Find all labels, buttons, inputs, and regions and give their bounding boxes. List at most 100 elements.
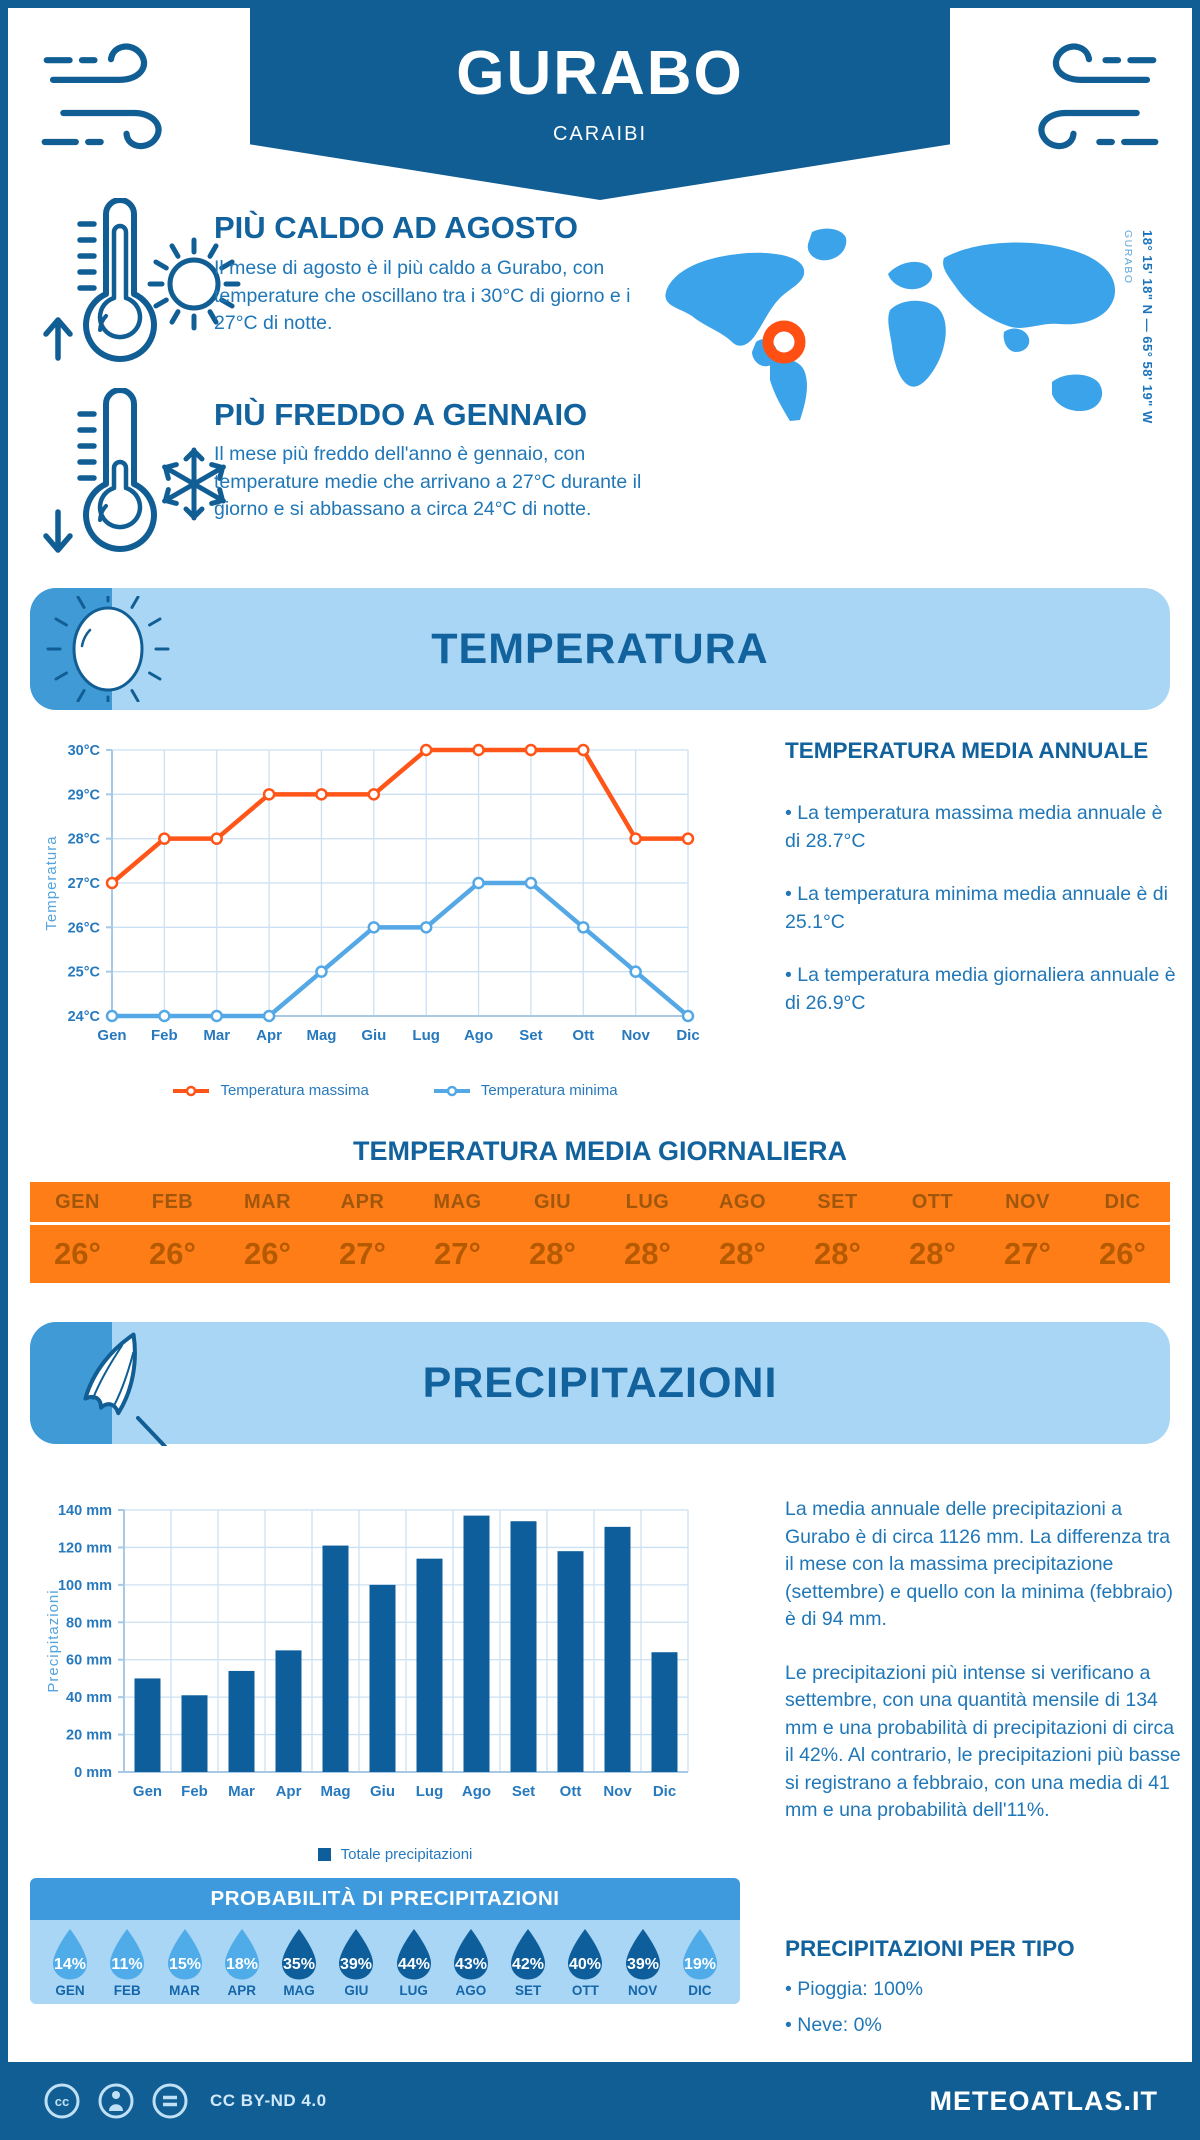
- svg-text:27°C: 27°C: [68, 876, 101, 892]
- daily-temperature-title: TEMPERATURA MEDIA GIORNALIERA: [353, 1136, 847, 1166]
- coordinates-label: GURABO: [1122, 230, 1134, 285]
- svg-text:Nov: Nov: [603, 1783, 632, 1800]
- precipitation-bar: [322, 1545, 349, 1772]
- license-row: cc CC BY-ND 4.0: [42, 2081, 327, 2121]
- svg-text:43%: 43%: [455, 1956, 487, 1973]
- min-line-swatch: [433, 1085, 470, 1096]
- svg-text:Set: Set: [512, 1783, 535, 1800]
- annual-bullet: • La temperatura massima media annuale è…: [785, 802, 1163, 852]
- precipitation-paragraph: La media annuale delle precipitazioni a …: [785, 1498, 1174, 1630]
- table-month-cell: FEB: [151, 1190, 194, 1213]
- type-bullet: • Pioggia: 100%: [785, 1978, 924, 2000]
- table-value-cell: 28°: [909, 1236, 956, 1271]
- droplet-month-label: GEN: [55, 1983, 85, 1998]
- svg-text:30°C: 30°C: [68, 743, 101, 759]
- probability-title: PROBABILITÀ DI PRECIPITAZIONI: [30, 1878, 740, 1920]
- droplet-month-label: GIU: [344, 1983, 369, 1998]
- cc-icon: cc: [44, 2083, 80, 2119]
- data-point: [577, 921, 590, 934]
- svg-text:Dic: Dic: [676, 1027, 699, 1044]
- svg-text:40 mm: 40 mm: [66, 1690, 112, 1706]
- temperature-chart-legend: Temperatura massima Temperatura minima: [40, 1082, 750, 1099]
- table-value-cell: 28°: [624, 1236, 671, 1271]
- attribution-person-icon: [98, 2083, 134, 2119]
- annual-temperature-title: TEMPERATURA MEDIA ANNUALE: [785, 738, 1149, 763]
- svg-text:140 mm: 140 mm: [58, 1503, 112, 1519]
- data-point: [105, 1009, 119, 1023]
- svg-text:Mag: Mag: [321, 1783, 351, 1800]
- legend-item-max: Temperatura massima: [172, 1082, 369, 1099]
- data-point: [367, 921, 381, 934]
- precipitation-paragraph: Le precipitazioni più intense si verific…: [785, 1661, 1181, 1822]
- precipitation-probability-box: PROBABILITÀ DI PRECIPITAZIONI 14% GEN 11% F…: [30, 1878, 740, 2004]
- type-bullet: • Neve: 0%: [785, 2013, 882, 2036]
- legend-item-total: Totale precipitazioni: [317, 1846, 473, 1863]
- svg-text:Giu: Giu: [370, 1783, 395, 1800]
- data-point: [577, 743, 590, 757]
- precipitation-bar-chart: 0 mm 20 mm 40 mm 60 mm 80 mm 100 mm 120 mm 140 …: [45, 1503, 689, 1800]
- table-month-cell: AGO: [718, 1190, 767, 1213]
- svg-text:80 mm: 80 mm: [66, 1615, 112, 1631]
- droplet-icon: 35%: [282, 1929, 317, 1980]
- thermometer-cold-icon: [43, 388, 226, 553]
- droplet-month-label: AGO: [455, 1983, 487, 1998]
- license-text: CC BY-ND 4.0: [210, 2091, 327, 2110]
- svg-text:Apr: Apr: [276, 1783, 302, 1800]
- data-point: [210, 1009, 223, 1023]
- svg-text:Giu: Giu: [361, 1027, 386, 1044]
- precipitation-bar: [463, 1515, 490, 1772]
- svg-text:Mag: Mag: [306, 1027, 336, 1044]
- data-point: [210, 832, 223, 845]
- precipitation-types-column: PRECIPITAZIONI PER TIPO • Pioggia: 100% …: [785, 1936, 1177, 2039]
- svg-text:15%: 15%: [169, 1956, 201, 1973]
- precipitation-bar: [181, 1695, 208, 1772]
- svg-text:29°C: 29°C: [68, 787, 101, 803]
- legend-label: Temperatura minima: [480, 1082, 618, 1099]
- data-point: [315, 965, 328, 978]
- svg-text:Feb: Feb: [151, 1027, 178, 1044]
- footer-bar: cc CC BY-ND 4.0 METEOATLAS.IT: [0, 2062, 1200, 2140]
- droplet-month-label: DIC: [688, 1983, 712, 1998]
- wind-icon: [1038, 43, 1159, 150]
- sun-icon: [46, 596, 170, 702]
- hot-month-title: PIÙ CALDO AD AGOSTO: [214, 210, 578, 245]
- legend-item-min: Temperatura minima: [433, 1082, 618, 1099]
- map-coordinates: 18° 15' 18" N — 65° 58' 19" W GURABO: [1122, 230, 1155, 670]
- table-value-cell: 27°: [434, 1236, 481, 1271]
- wind-icon: [41, 43, 162, 150]
- svg-text:Ago: Ago: [462, 1783, 491, 1800]
- probability-droplet: 39% GIU: [330, 1928, 382, 1998]
- precipitation-bar: [604, 1526, 631, 1772]
- precipitation-bar: [134, 1678, 161, 1772]
- droplet-icon: 40%: [568, 1929, 603, 1980]
- precipitation-chart-legend: Totale precipitazioni: [40, 1846, 750, 1863]
- svg-text:35%: 35%: [283, 1956, 315, 1973]
- table-value-cell: 26°: [244, 1236, 291, 1271]
- svg-text:44%: 44%: [398, 1956, 430, 1973]
- table-value-cell: 28°: [529, 1236, 576, 1271]
- precipitation-bar: [275, 1650, 302, 1772]
- svg-text:24°C: 24°C: [68, 1009, 101, 1025]
- legend-label: Totale precipitazioni: [340, 1846, 473, 1863]
- umbrella-icon: [83, 1332, 168, 1446]
- probability-droplet: 40% OTT: [559, 1928, 611, 1998]
- data-point: [262, 788, 276, 801]
- probability-droplet: 11% FEB: [101, 1928, 153, 1998]
- svg-text:Mar: Mar: [203, 1027, 230, 1044]
- droplet-icon: 42%: [511, 1929, 546, 1980]
- svg-text:Gen: Gen: [133, 1783, 162, 1800]
- svg-text:120 mm: 120 mm: [58, 1540, 112, 1556]
- table-month-cell: NOV: [1005, 1190, 1050, 1213]
- data-point: [524, 743, 538, 757]
- svg-text:40%: 40%: [569, 1956, 601, 1973]
- svg-text:19%: 19%: [684, 1956, 716, 1973]
- droplet-month-label: OTT: [571, 1983, 599, 1998]
- data-point: [419, 921, 433, 934]
- annual-bullet: • La temperatura minima media annuale è …: [785, 883, 1168, 933]
- temperature-section-banner: TEMPERATURA: [30, 588, 1170, 710]
- droplet-icon: 19%: [682, 1929, 717, 1980]
- probability-droplet: 44% LUG: [388, 1928, 440, 1998]
- data-point: [524, 876, 538, 890]
- svg-text:Feb: Feb: [181, 1783, 208, 1800]
- annual-temperature-column: TEMPERATURA MEDIA ANNUALE • La temperatu…: [785, 738, 1177, 1017]
